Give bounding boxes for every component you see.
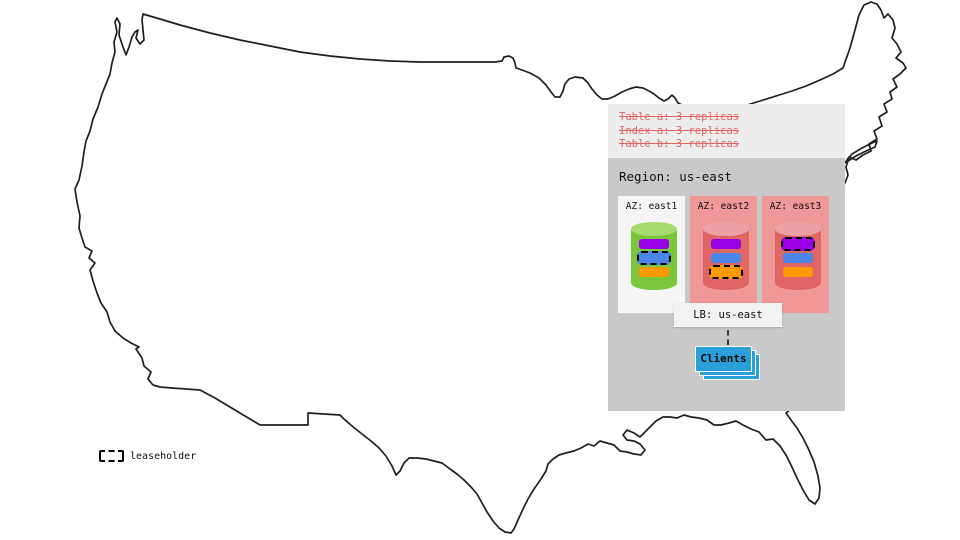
clients-label: Clients xyxy=(695,346,752,372)
table-note: Table a: 3 replicas xyxy=(619,111,740,123)
az-east3-label: AZ: east3 xyxy=(769,201,822,212)
replica-bar-purple xyxy=(781,237,815,251)
cylinder-top xyxy=(631,222,677,236)
replica-bar-blue xyxy=(783,253,813,263)
us-contiguous-outline-path xyxy=(74,1,907,534)
az-east2-label: AZ: east2 xyxy=(697,201,750,212)
leaseholder-swatch-icon xyxy=(99,450,124,462)
table-note: Table b: 3 replicas xyxy=(619,138,740,150)
az-east2-box: AZ: east2 xyxy=(690,196,757,313)
az-east1-label: AZ: east1 xyxy=(625,201,678,212)
lb-clients-dashed-connector xyxy=(727,330,729,345)
database-cylinder-icon xyxy=(775,222,821,290)
replica-bar-orange xyxy=(709,265,743,279)
tables-panel: Table a: 3 replicas Index a: 3 replicas … xyxy=(608,104,845,158)
load-balancer-box: LB: us-east xyxy=(674,303,782,327)
region-title: Region: us-east xyxy=(619,169,732,184)
replica-bar-purple xyxy=(711,239,741,249)
az-east3-box: AZ: east3 xyxy=(762,196,829,313)
replica-bar-blue xyxy=(637,251,671,265)
database-cylinder-icon xyxy=(631,222,677,290)
region-us-east-panel: Region: us-east AZ: east1 AZ: east2 xyxy=(608,158,845,411)
replica-bar-orange xyxy=(639,267,669,277)
table-note: Index a: 3 replicas xyxy=(619,124,740,137)
replica-bar-orange xyxy=(783,267,813,277)
cylinder-top xyxy=(775,222,821,236)
clients-box: Clients xyxy=(695,346,761,381)
replica-bar-blue xyxy=(711,253,741,263)
az-east1-box: AZ: east1 xyxy=(618,196,685,313)
leaseholder-legend: leaseholder xyxy=(99,450,196,462)
cylinder-top xyxy=(703,222,749,236)
leaseholder-legend-label: leaseholder xyxy=(130,450,197,462)
replica-bar-purple xyxy=(639,239,669,249)
database-cylinder-icon xyxy=(703,222,749,290)
